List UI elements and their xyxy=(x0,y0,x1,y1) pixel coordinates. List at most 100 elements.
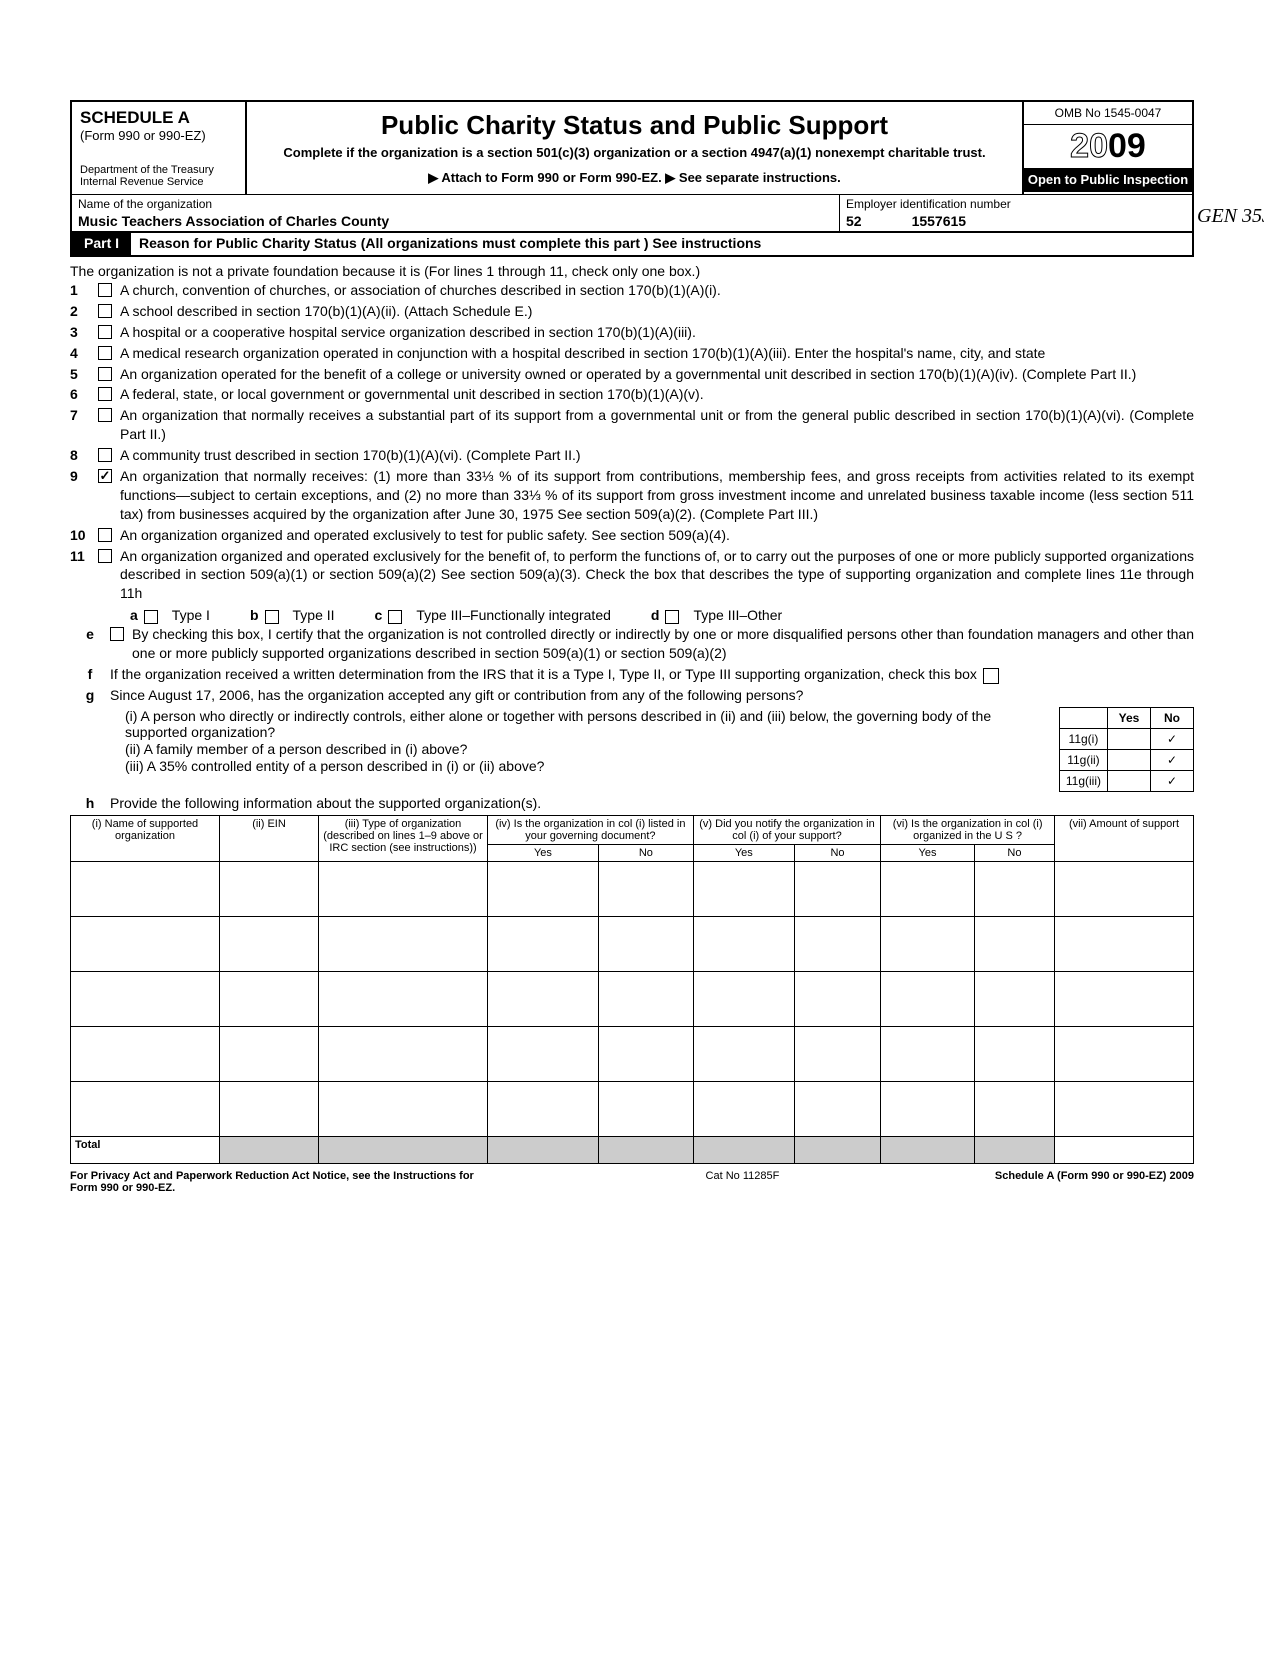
line-num-10: 10 xyxy=(70,526,98,545)
yn-11giii-yes[interactable] xyxy=(1108,770,1151,791)
yn-no-header: No xyxy=(1151,707,1194,728)
line-num-9: 9 xyxy=(70,467,98,486)
omb-number: OMB No 1545-0047 xyxy=(1024,102,1192,125)
checkbox-11e[interactable] xyxy=(110,627,124,641)
checkbox-7[interactable] xyxy=(98,408,112,422)
org-name-label: Name of the organization xyxy=(78,197,833,211)
checkbox-3[interactable] xyxy=(98,325,112,339)
line-num-6: 6 xyxy=(70,385,98,404)
checkbox-11f[interactable] xyxy=(983,668,999,684)
line-e: By checking this box, I certify that the… xyxy=(132,625,1194,663)
checkbox-8[interactable] xyxy=(98,448,112,462)
yn-row1-label: 11g(i) xyxy=(1059,728,1107,749)
checkbox-5[interactable] xyxy=(98,367,112,381)
line-11: An organization organized and operated e… xyxy=(120,547,1194,604)
th-2: (ii) EIN xyxy=(220,815,319,861)
yn-11gii-no[interactable]: ✓ xyxy=(1151,749,1194,770)
th-5y: Yes xyxy=(693,844,794,861)
irs-label: Internal Revenue Service xyxy=(80,176,237,188)
table-row xyxy=(71,1081,1194,1136)
line-5: An organization operated for the benefit… xyxy=(120,365,1194,384)
line-gi: (i) A person who directly or indirectly … xyxy=(125,708,1059,740)
table-row xyxy=(71,1026,1194,1081)
line-gii: (ii) A family member of a person describ… xyxy=(125,741,1059,757)
form-ref: (Form 990 or 990-EZ) xyxy=(80,128,237,143)
line-g: Since August 17, 2006, has the organizat… xyxy=(110,686,1194,705)
org-row: Name of the organization Music Teachers … xyxy=(70,194,1194,233)
body: The organization is not a private founda… xyxy=(70,263,1194,1194)
th-6y: Yes xyxy=(881,844,975,861)
yn-11gi-no[interactable]: ✓ xyxy=(1151,728,1194,749)
yes-no-table: YesNo 11g(i)✓ 11g(ii)✓ 11g(iii)✓ xyxy=(1059,707,1194,792)
checkbox-11b[interactable] xyxy=(265,610,279,624)
table-row xyxy=(71,861,1194,916)
checkbox-11a[interactable] xyxy=(144,610,158,624)
tax-year: 2009 xyxy=(1024,125,1192,168)
yn-row2-label: 11g(ii) xyxy=(1059,749,1107,770)
line-4: A medical research organization operated… xyxy=(120,344,1194,363)
th-4n: No xyxy=(598,844,693,861)
type-b: Type II xyxy=(293,607,335,623)
th-6n: No xyxy=(974,844,1054,861)
th-3: (iii) Type of organization (described on… xyxy=(319,815,488,861)
type-d: Type III–Other xyxy=(693,607,782,623)
th-5n: No xyxy=(794,844,880,861)
main-title: Public Charity Status and Public Support xyxy=(277,110,992,141)
th-6: (vi) Is the organization in col (i) orga… xyxy=(881,815,1055,844)
total-label: Total xyxy=(71,1136,220,1163)
line-num-7: 7 xyxy=(70,406,98,425)
checkbox-10[interactable] xyxy=(98,528,112,542)
part1-title: Reason for Public Charity Status (All or… xyxy=(131,233,1192,255)
line-sub-h: h xyxy=(70,794,110,813)
subtitle: Complete if the organization is a sectio… xyxy=(277,145,992,160)
th-7: (vii) Amount of support xyxy=(1055,815,1194,861)
checkbox-1[interactable] xyxy=(98,283,112,297)
line-h: Provide the following information about … xyxy=(110,794,1194,813)
org-name-cell: Name of the organization Music Teachers … xyxy=(72,195,839,231)
line-num-5: 5 xyxy=(70,365,98,384)
total-row: Total xyxy=(71,1136,1194,1163)
ein-prefix: 52 xyxy=(846,213,862,229)
th-4y: Yes xyxy=(488,844,599,861)
line-num-3: 3 xyxy=(70,323,98,342)
table-row xyxy=(71,916,1194,971)
table-row xyxy=(71,971,1194,1026)
year-box: OMB No 1545-0047 2009 Open to Public Ins… xyxy=(1022,102,1192,194)
checkbox-2[interactable] xyxy=(98,304,112,318)
ein-label: Employer identification number xyxy=(846,197,1186,211)
header-row: SCHEDULE A (Form 990 or 990-EZ) Departme… xyxy=(70,100,1194,194)
checkbox-6[interactable] xyxy=(98,387,112,401)
line-3: A hospital or a cooperative hospital ser… xyxy=(120,323,1194,342)
yn-11gi-yes[interactable] xyxy=(1108,728,1151,749)
line-sub-g: g xyxy=(70,686,110,705)
ein-suffix: 1557615 xyxy=(912,213,967,229)
schedule-box: SCHEDULE A (Form 990 or 990-EZ) Departme… xyxy=(72,102,247,194)
checkbox-11c[interactable] xyxy=(388,610,402,624)
checkbox-9[interactable] xyxy=(98,469,112,483)
th-5: (v) Did you notify the organization in c… xyxy=(693,815,880,844)
yn-11giii-no[interactable]: ✓ xyxy=(1151,770,1194,791)
line-sub-e: e xyxy=(70,625,110,644)
footer-left: For Privacy Act and Paperwork Reduction … xyxy=(70,1170,490,1194)
line-10: An organization organized and operated e… xyxy=(120,526,1194,545)
footer-right: Schedule A (Form 990 or 990-EZ) 2009 xyxy=(995,1170,1194,1194)
line-2: A school described in section 170(b)(1)(… xyxy=(120,302,1194,321)
yn-11gii-yes[interactable] xyxy=(1108,749,1151,770)
line-num-11: 11 xyxy=(70,547,98,566)
type-row: aType I bType II cType III–Functionally … xyxy=(130,607,1194,623)
footer: For Privacy Act and Paperwork Reduction … xyxy=(70,1170,1194,1194)
footer-mid: Cat No 11285F xyxy=(706,1170,780,1194)
line-6: A federal, state, or local government or… xyxy=(120,385,1194,404)
type-c: Type III–Functionally integrated xyxy=(416,607,611,623)
dept-label: Department of the Treasury xyxy=(80,164,237,176)
line-f: If the organization received a written d… xyxy=(110,665,977,684)
line-num-1: 1 xyxy=(70,281,98,300)
checkbox-11d[interactable] xyxy=(665,610,679,624)
schedule-label: SCHEDULE A xyxy=(80,108,237,128)
ein-cell: Employer identification number 52 155761… xyxy=(839,195,1192,231)
title-box: Public Charity Status and Public Support… xyxy=(247,102,1022,194)
checkbox-11[interactable] xyxy=(98,549,112,563)
checkbox-4[interactable] xyxy=(98,346,112,360)
th-1: (i) Name of supported organization xyxy=(71,815,220,861)
line-8: A community trust described in section 1… xyxy=(120,446,1194,465)
